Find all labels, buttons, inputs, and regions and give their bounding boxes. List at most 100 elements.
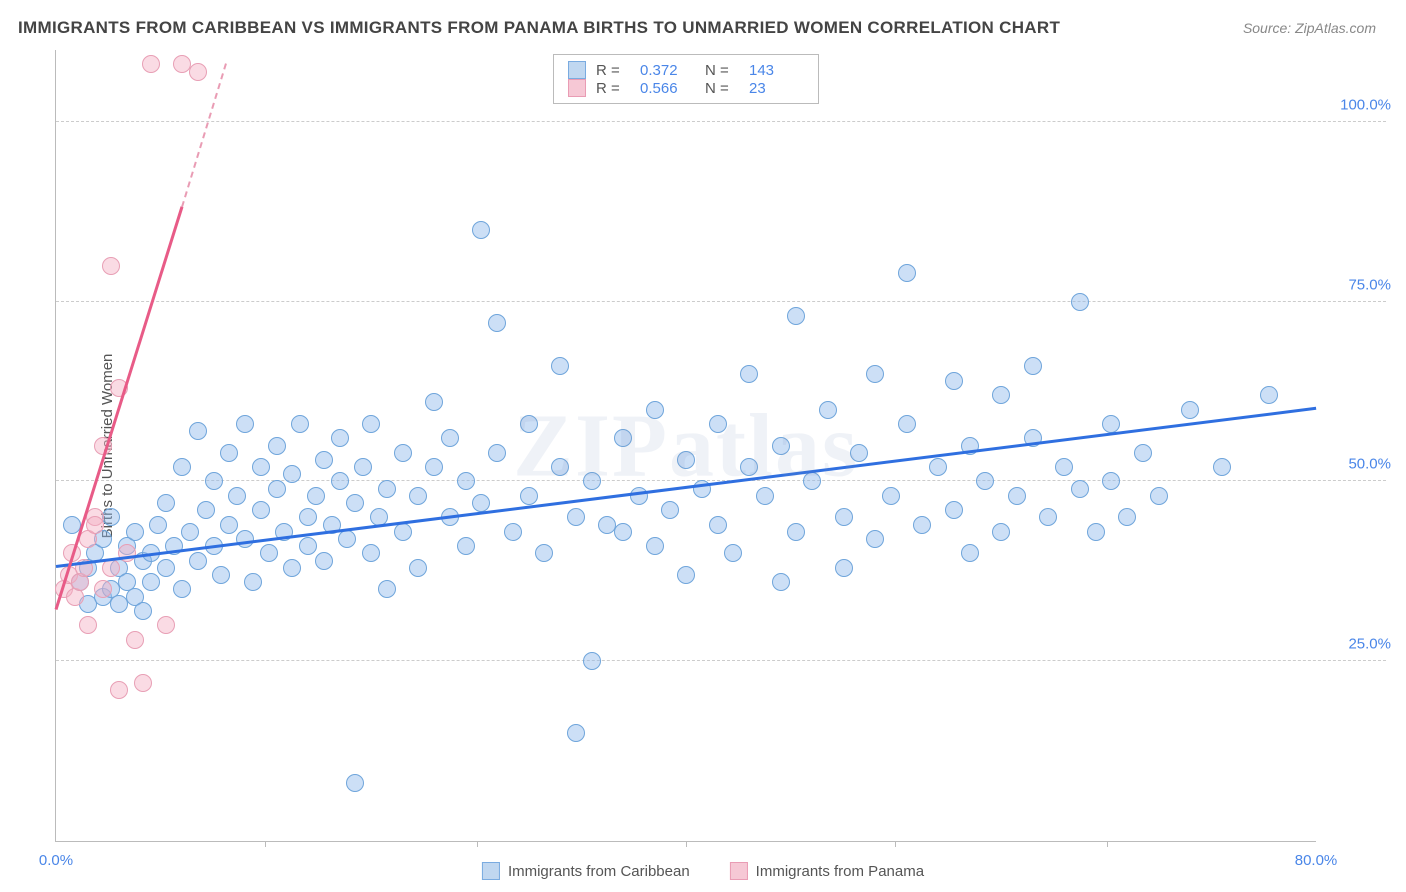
data-point <box>409 487 427 505</box>
gridline <box>56 301 1386 302</box>
data-point <box>220 516 238 534</box>
data-point <box>677 451 695 469</box>
n-label: N = <box>705 80 739 97</box>
data-point <box>992 523 1010 541</box>
data-point <box>882 487 900 505</box>
data-point <box>504 523 522 541</box>
data-point <box>488 444 506 462</box>
data-point <box>252 501 270 519</box>
data-point <box>457 537 475 555</box>
x-tick-minor <box>265 841 266 847</box>
data-point <box>157 559 175 577</box>
data-point <box>236 415 254 433</box>
data-point <box>1118 508 1136 526</box>
data-point <box>346 494 364 512</box>
data-point <box>866 365 884 383</box>
data-point <box>583 652 601 670</box>
legend-label-caribbean: Immigrants from Caribbean <box>508 863 690 880</box>
data-point <box>102 257 120 275</box>
data-point <box>1071 480 1089 498</box>
data-point <box>1024 357 1042 375</box>
data-point <box>244 573 262 591</box>
data-point <box>1008 487 1026 505</box>
data-point <box>630 487 648 505</box>
data-point <box>126 523 144 541</box>
data-point <box>181 523 199 541</box>
data-point <box>1087 523 1105 541</box>
n-value-caribbean: 143 <box>749 62 804 79</box>
data-point <box>197 501 215 519</box>
data-point <box>331 472 349 490</box>
data-point <box>961 544 979 562</box>
chart-title: IMMIGRANTS FROM CARIBBEAN VS IMMIGRANTS … <box>18 18 1060 38</box>
data-point <box>378 480 396 498</box>
data-point <box>913 516 931 534</box>
data-point <box>362 415 380 433</box>
data-point <box>646 537 664 555</box>
data-point <box>173 580 191 598</box>
data-point <box>354 458 372 476</box>
data-point <box>283 465 301 483</box>
data-point <box>425 393 443 411</box>
data-point <box>268 480 286 498</box>
r-label: R = <box>596 80 630 97</box>
correlation-legend: R = 0.372 N = 143 R = 0.566 N = 23 <box>553 54 819 104</box>
data-point <box>212 566 230 584</box>
data-point <box>205 472 223 490</box>
data-point <box>661 501 679 519</box>
data-point <box>787 523 805 541</box>
data-point <box>157 616 175 634</box>
data-point <box>142 55 160 73</box>
data-point <box>291 415 309 433</box>
data-point <box>850 444 868 462</box>
x-tick-minor <box>1107 841 1108 847</box>
data-point <box>189 552 207 570</box>
data-point <box>740 365 758 383</box>
data-point <box>134 674 152 692</box>
trend-line <box>181 63 227 207</box>
data-point <box>142 573 160 591</box>
data-point <box>425 458 443 476</box>
data-point <box>362 544 380 562</box>
legend-row-caribbean: R = 0.372 N = 143 <box>568 61 804 79</box>
data-point <box>331 429 349 447</box>
data-point <box>945 501 963 519</box>
data-point <box>520 415 538 433</box>
legend-label-panama: Immigrants from Panama <box>756 863 924 880</box>
data-point <box>457 472 475 490</box>
swatch-caribbean-icon <box>482 862 500 880</box>
data-point <box>409 559 427 577</box>
source-attribution: Source: ZipAtlas.com <box>1243 20 1376 36</box>
data-point <box>110 681 128 699</box>
data-point <box>299 537 317 555</box>
y-tick-label: 75.0% <box>1326 276 1391 293</box>
x-tick-minor <box>895 841 896 847</box>
swatch-panama-icon <box>568 79 586 97</box>
data-point <box>614 429 632 447</box>
data-point <box>520 487 538 505</box>
data-point <box>220 444 238 462</box>
data-point <box>803 472 821 490</box>
data-point <box>1181 401 1199 419</box>
legend-item-caribbean: Immigrants from Caribbean <box>482 862 690 880</box>
data-point <box>709 415 727 433</box>
data-point <box>394 523 412 541</box>
data-point <box>898 415 916 433</box>
data-point <box>709 516 727 534</box>
data-point <box>307 487 325 505</box>
r-label: R = <box>596 62 630 79</box>
data-point <box>1039 508 1057 526</box>
gridline <box>56 121 1386 122</box>
data-point <box>535 544 553 562</box>
data-point <box>772 437 790 455</box>
data-point <box>102 508 120 526</box>
data-point <box>252 458 270 476</box>
x-tick-minor <box>686 841 687 847</box>
data-point <box>283 559 301 577</box>
data-point <box>378 580 396 598</box>
data-point <box>819 401 837 419</box>
legend-row-panama: R = 0.566 N = 23 <box>568 79 804 97</box>
data-point <box>945 372 963 390</box>
data-point <box>646 401 664 419</box>
data-point <box>315 552 333 570</box>
